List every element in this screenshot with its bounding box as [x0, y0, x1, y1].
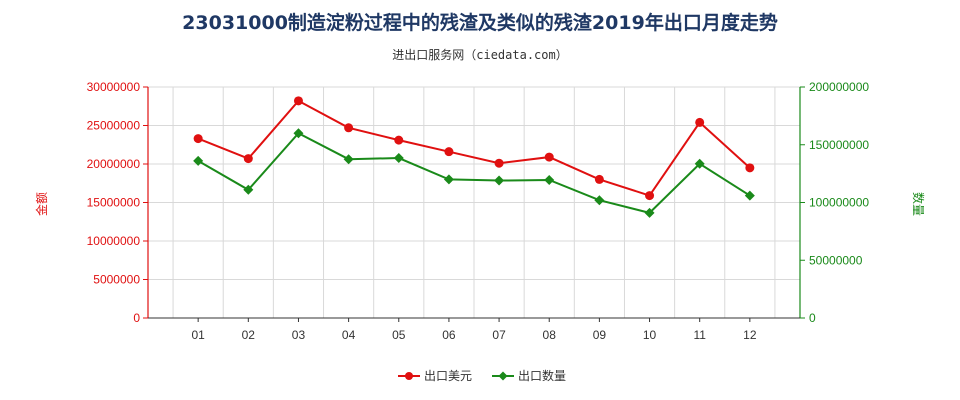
data-point	[293, 96, 303, 106]
left-axis-label: 金额	[34, 192, 49, 216]
data-point	[594, 174, 604, 184]
x-tick-label: 11	[693, 328, 706, 342]
grid-lines	[148, 86, 801, 319]
x-tick-label: 05	[392, 328, 406, 342]
legend-item: 出口美元	[398, 369, 472, 383]
data-point	[544, 152, 554, 162]
x-tick-label: 09	[593, 328, 607, 342]
right-y-tick-labels: 0 50000000 100000000 150000000 200000000	[809, 80, 869, 325]
chart-title: 23031000制造淀粉过程中的残渣及类似的残渣2019年出口月度走势	[182, 12, 778, 34]
data-point	[243, 184, 254, 195]
series-2	[193, 128, 755, 218]
x-tick-label: 07	[492, 328, 506, 342]
data-point	[645, 191, 655, 201]
series-1	[193, 96, 755, 201]
data-point	[544, 174, 555, 185]
data-point	[343, 154, 354, 165]
data-point	[394, 135, 404, 145]
data-point	[193, 134, 203, 144]
x-tick-label: 12	[743, 328, 757, 342]
left-tick-label: 30000000	[87, 80, 141, 94]
right-tick-label: 50000000	[809, 253, 863, 267]
legend-item: 出口数量	[492, 368, 566, 383]
chart-subtitle: 进出口服务网（ciedata.com）	[392, 48, 568, 62]
left-tick-label: 15000000	[87, 196, 141, 210]
left-axis-label-group: 金额	[34, 192, 49, 216]
x-tick-label: 06	[442, 328, 456, 342]
left-tick-label: 20000000	[87, 157, 141, 171]
data-point	[594, 195, 605, 206]
series-line	[197, 131, 751, 215]
data-point	[644, 207, 655, 218]
x-tick-labels: 01 02 03 04 05 06 07 08 09 10 11 12	[191, 328, 756, 342]
data-point	[293, 128, 304, 139]
axes	[143, 86, 805, 322]
x-tick-label: 04	[342, 328, 356, 342]
left-tick-label: 10000000	[87, 234, 141, 248]
series-layer	[193, 96, 755, 218]
legend-label: 出口美元	[424, 369, 472, 383]
right-tick-label: 0	[809, 311, 816, 325]
legend-marker	[498, 371, 508, 381]
data-point	[443, 174, 454, 185]
legend-label: 出口数量	[518, 368, 566, 383]
series-line	[197, 99, 751, 197]
data-point	[393, 153, 404, 164]
x-tick-label: 02	[242, 328, 256, 342]
data-point	[193, 155, 204, 166]
legend: 出口美元 出口数量	[398, 368, 566, 383]
data-point	[745, 163, 755, 173]
right-tick-label: 100000000	[809, 196, 869, 210]
data-point	[744, 190, 755, 201]
left-tick-label: 0	[133, 311, 140, 325]
x-tick-label: 10	[643, 328, 657, 342]
legend-marker	[405, 372, 413, 380]
data-point	[695, 117, 705, 127]
data-point	[444, 147, 454, 157]
data-point	[344, 123, 354, 133]
data-point	[694, 158, 705, 169]
right-axis-label-group: 数量	[911, 192, 926, 216]
right-tick-label: 150000000	[809, 138, 869, 152]
left-tick-label: 5000000	[93, 273, 140, 287]
x-tick-label: 08	[543, 328, 557, 342]
right-tick-label: 200000000	[809, 80, 869, 94]
left-y-tick-labels: 0 5000000 10000000 15000000 20000000 25000000…	[87, 80, 141, 325]
right-axis-label: 数量	[911, 192, 926, 216]
data-point	[494, 158, 504, 168]
left-tick-label: 25000000	[87, 119, 141, 133]
x-tick-label: 03	[292, 328, 306, 342]
data-point	[243, 154, 253, 164]
data-point	[494, 175, 505, 186]
x-tick-label: 01	[191, 328, 205, 342]
